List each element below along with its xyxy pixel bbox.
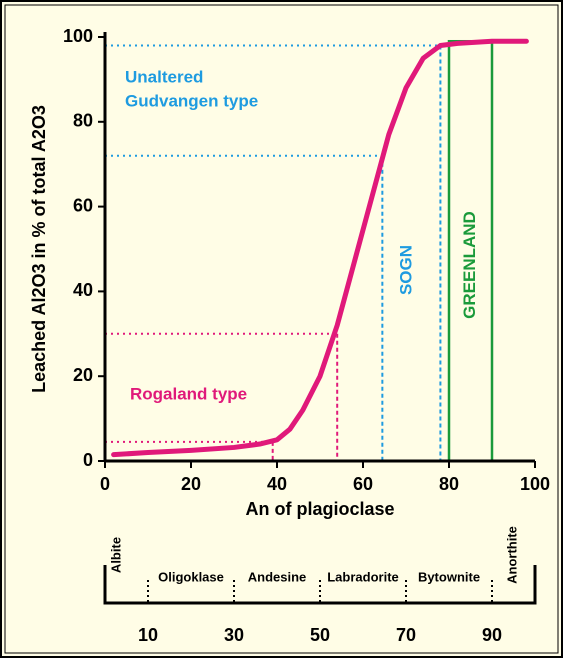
y-tick-label: 60 bbox=[73, 195, 93, 215]
annotation: Unaltered bbox=[125, 67, 203, 86]
y-tick-label: 80 bbox=[73, 111, 93, 131]
annotation: SOGN bbox=[396, 245, 415, 295]
x-tick-label: 100 bbox=[520, 474, 550, 494]
scale-number: 10 bbox=[138, 625, 158, 645]
scale-number: 50 bbox=[310, 625, 330, 645]
x-axis-title: An of plagioclase bbox=[245, 499, 394, 519]
scale-number: 30 bbox=[224, 625, 244, 645]
x-tick-label: 60 bbox=[353, 474, 373, 494]
mineral-name: Bytownite bbox=[418, 569, 480, 584]
box-label: GREENLAND bbox=[460, 211, 479, 319]
scale-number: 70 bbox=[396, 625, 416, 645]
y-tick-label: 100 bbox=[63, 26, 93, 46]
curve bbox=[111, 38, 529, 458]
mineral-name: Anorthite bbox=[504, 526, 519, 584]
mineral-name: Labradorite bbox=[327, 569, 399, 584]
mineral-name: Andesine bbox=[248, 569, 307, 584]
mineral-name: Albite bbox=[108, 537, 123, 573]
mineral-name: Oligoklase bbox=[158, 569, 224, 584]
y-tick-label: 20 bbox=[73, 365, 93, 385]
y-axis-title: Leached Al2O3 in % of total A2O3 bbox=[29, 105, 49, 393]
y-tick-label: 40 bbox=[73, 280, 93, 300]
inner-border bbox=[4, 4, 559, 654]
x-tick-label: 0 bbox=[100, 474, 110, 494]
scale-number: 90 bbox=[482, 625, 502, 645]
scale-bracket bbox=[103, 565, 537, 605]
x-tick-label: 20 bbox=[181, 474, 201, 494]
annotation: Gudvangen type bbox=[125, 91, 258, 110]
annotation: Rogaland type bbox=[130, 384, 247, 403]
x-tick-label: 80 bbox=[439, 474, 459, 494]
x-tick-label: 40 bbox=[267, 474, 287, 494]
y-tick-label: 0 bbox=[83, 450, 93, 470]
